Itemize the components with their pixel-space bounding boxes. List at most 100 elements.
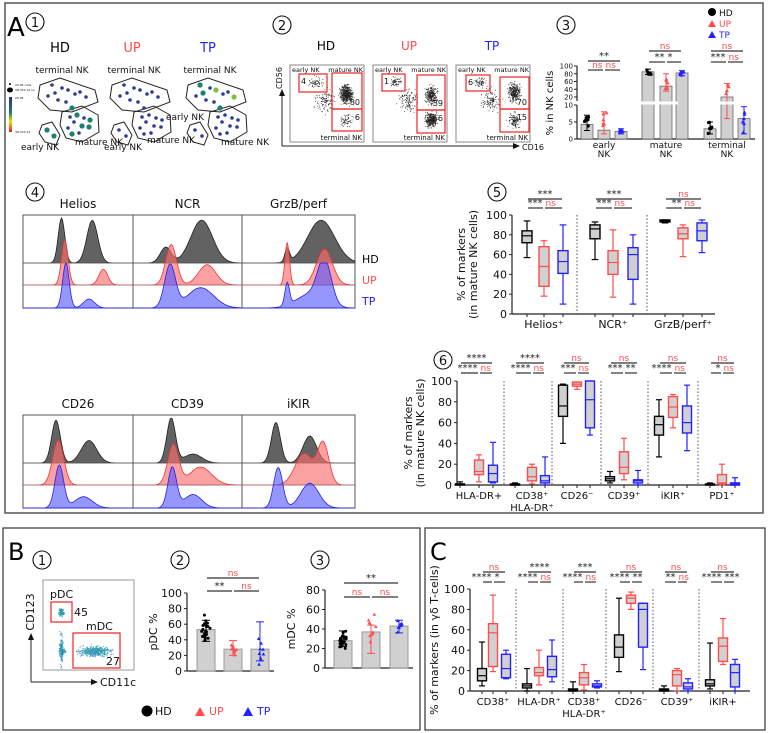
a2-event-dot [351, 91, 353, 93]
a4-histogram-tp [133, 263, 243, 309]
a2-event-dot [492, 97, 494, 99]
a2-event-dot [343, 102, 345, 104]
b1-event-dot [91, 649, 93, 651]
b1-event-dot [92, 650, 94, 652]
a2-event-dot [320, 101, 322, 102]
b2-tick-label: 40 [168, 634, 182, 647]
a2-event-dot [492, 98, 493, 100]
a2-event-dot [437, 100, 439, 101]
a2-event-dot [434, 114, 436, 116]
a2-event-dot [484, 82, 486, 84]
a2-event-dot [509, 86, 511, 88]
a2-event-dot [509, 86, 510, 88]
b1-event-dot [87, 649, 89, 651]
b1-event-dot [84, 649, 86, 651]
a2-event-dot [345, 119, 347, 121]
a4-row-label-up: UP [362, 274, 377, 287]
a2-event-dot [428, 114, 430, 116]
a2-event-dot [516, 88, 517, 90]
a2-event-dot [511, 95, 513, 96]
a2-event-dot [514, 91, 516, 93]
a2-event-dot [430, 120, 432, 122]
a2-event-dot [334, 96, 335, 98]
a2-event-dot [309, 84, 311, 85]
a2-event-dot [495, 95, 497, 97]
a2-event-dot [428, 99, 430, 100]
b1-event-dot [97, 653, 99, 655]
subpanel-circle-icon [170, 550, 190, 570]
a3-point [706, 131, 710, 136]
a2-event-dot [479, 80, 480, 82]
a5-box-hd [521, 220, 533, 259]
b1-event-dot [107, 648, 108, 650]
a1-node [218, 132, 222, 136]
a2-event-dot [411, 92, 413, 94]
a2-event-dot [429, 115, 431, 117]
a2-event-dot [317, 102, 318, 104]
a2-event-dot [396, 85, 398, 87]
b1-event-dot [62, 648, 64, 650]
b1-event-dot [97, 654, 99, 656]
b2-point [234, 647, 239, 652]
b1-event-dot [99, 647, 101, 649]
a2-event-dot [346, 95, 348, 97]
a2-event-dot [350, 120, 351, 122]
b1-event-dot [60, 607, 62, 609]
a2-event-dot [432, 124, 434, 126]
b1-event-dot [60, 647, 62, 649]
b-legend-hd: HD [155, 705, 172, 718]
a2-event-dot [327, 99, 329, 101]
a2-event-dot [322, 79, 324, 80]
a2-event-dot [433, 116, 435, 118]
legend-up-triangle-icon [708, 20, 716, 27]
box-iqr [716, 473, 728, 485]
b1-event-dot [62, 636, 64, 638]
subpanel-number: 1 [31, 16, 39, 31]
b1-event-dot [58, 612, 59, 614]
a2-event-dot [311, 82, 312, 84]
b2-point [205, 621, 209, 625]
a2-event-dot [345, 94, 347, 95]
a2-event-dot [401, 101, 403, 103]
b1-event-dot [61, 609, 63, 611]
a2-event-dot [430, 123, 432, 125]
a5-category-label: Helios⁺ [524, 318, 564, 331]
b3-point [368, 640, 373, 644]
a2-event-dot [428, 97, 429, 98]
a1-node [147, 113, 151, 117]
b1-event-dot [62, 609, 64, 611]
a2-event-dot [518, 123, 520, 125]
a2-event-dot [330, 103, 332, 104]
a2-event-dot [343, 125, 344, 127]
a2-event-dot [515, 89, 517, 91]
a2-event-dot [346, 96, 348, 98]
b1-event-dot [81, 652, 83, 654]
a2-event-dot [322, 93, 324, 95]
a2-event-dot [431, 114, 433, 116]
a2-event-dot [397, 81, 399, 83]
b1-event-dot [60, 612, 62, 613]
a2-event-dot [509, 89, 511, 90]
a2-event-dot [431, 88, 433, 90]
a2-event-dot [508, 91, 510, 93]
a2-event-dot [427, 119, 429, 120]
a2-event-dot [321, 97, 323, 99]
a2-event-dot [513, 116, 515, 118]
b1-event-dot [61, 654, 63, 656]
a2-event-dot [344, 120, 346, 122]
b1-event-dot [61, 614, 63, 616]
a2-event-dot [475, 85, 477, 86]
b1-event-dot [100, 651, 102, 653]
a2-event-dot [321, 95, 323, 97]
a2-event-dot [341, 94, 343, 96]
a6-tick-label: 0 [445, 479, 452, 492]
a2-event-dot [407, 106, 409, 108]
b1-event-dot [83, 645, 84, 647]
a2-event-dot [345, 101, 347, 103]
b1-event-dot [103, 650, 104, 652]
a2-event-dot [432, 96, 433, 98]
c-category-label: iKIR+ [709, 697, 737, 708]
legend-tp-triangle-icon [243, 707, 253, 716]
a2-event-dot [510, 88, 512, 90]
b1-event-dot [79, 655, 81, 657]
